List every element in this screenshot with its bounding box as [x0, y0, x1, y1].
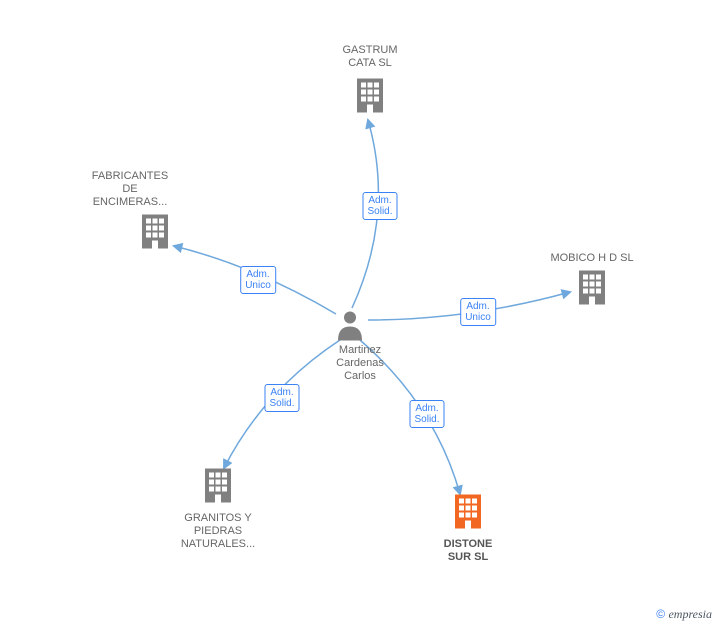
- edge-label: Adm. Solid.: [362, 192, 397, 220]
- building-icon: [575, 269, 609, 312]
- company-label: FABRICANTES DE ENCIMERAS...: [75, 170, 185, 210]
- person-icon: [335, 309, 365, 346]
- copyright-symbol: ©: [656, 607, 665, 621]
- brand-name: empresia: [668, 607, 712, 621]
- edge-label: Adm. Solid.: [409, 400, 444, 428]
- edge-label: Adm. Unico: [240, 266, 276, 294]
- building-icon: [138, 213, 172, 256]
- company-label: MOBICO H D SL: [537, 252, 647, 265]
- building-icon: [201, 467, 235, 510]
- edge-label: Adm. Solid.: [264, 384, 299, 412]
- building-icon: [353, 77, 387, 120]
- building-icon: [451, 493, 485, 536]
- person-label: Martinez Cardenas Carlos: [315, 344, 405, 384]
- company-label: GRANITOS Y PIEDRAS NATURALES...: [163, 512, 273, 552]
- diagram-canvas: Martinez Cardenas Carlos GASTRUM CATA SL M…: [0, 0, 728, 630]
- company-label: DISTONE SUR SL: [413, 538, 523, 564]
- edge-label: Adm. Unico: [460, 298, 496, 326]
- company-label: GASTRUM CATA SL: [315, 44, 425, 70]
- footer-credit: © empresia: [656, 607, 712, 622]
